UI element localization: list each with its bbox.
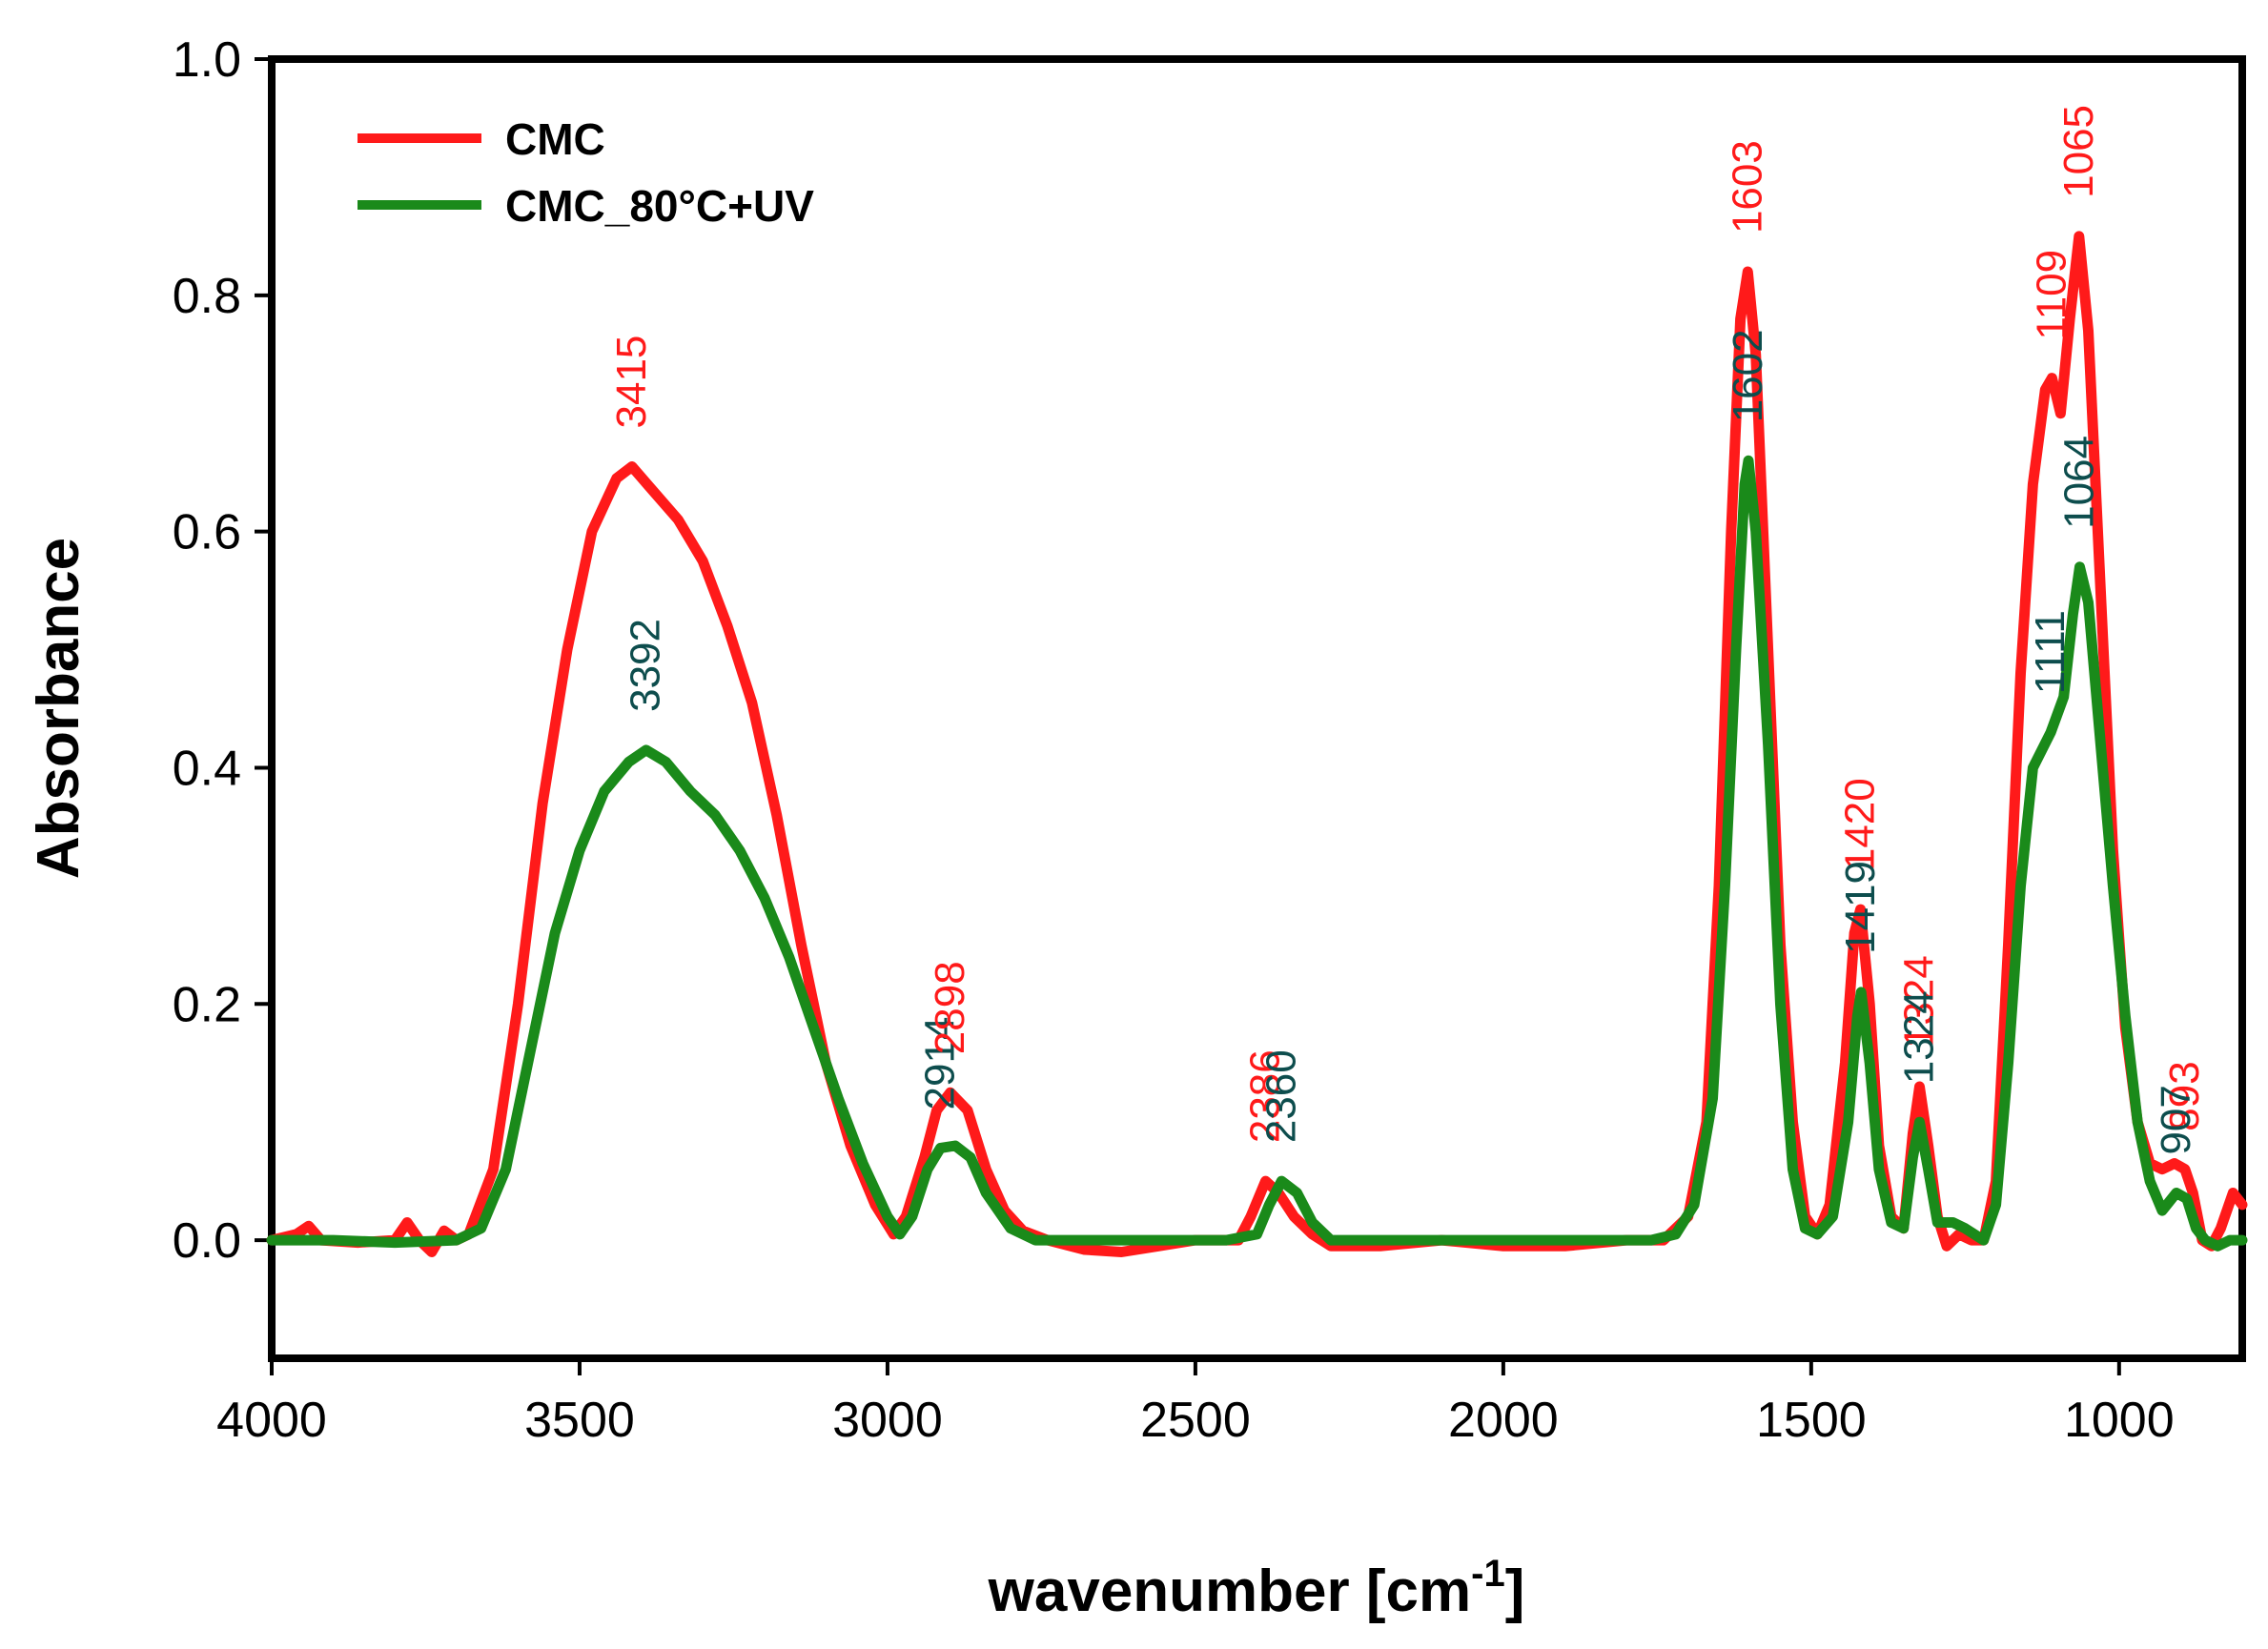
peak-label-1065-cmc: 1065 [2055,105,2102,198]
legend-label-cmc: CMC [505,114,605,164]
peak-label-893-cmc: 893 [2161,1061,2208,1130]
x-tick-label-3000: 3000 [832,1393,943,1448]
peak-label-1419-cmc-80c-uv: 1419 [1837,861,1884,954]
peak-label-2386-cmc: 2386 [1242,1049,1289,1143]
x-axis-title-main: wavenumber [cm [988,1558,1472,1624]
x-tick-label-4000: 4000 [216,1393,327,1448]
peak-label-1064-cmc-80c-uv: 1064 [2055,436,2102,529]
x-tick-label-2000: 2000 [1448,1393,1559,1448]
y-tick-label-0: 0.0 [173,1213,241,1269]
x-tick-label-1500: 1500 [1756,1393,1867,1448]
y-tick-label-0.8: 0.8 [173,269,241,324]
y-tick-label-0.4: 0.4 [173,741,241,796]
peak-label-907-cmc-80c-uv: 907 [2153,1085,2199,1154]
x-axis-title: wavenumber [cm-1] [988,1553,1525,1624]
plot-frame [268,55,2246,1362]
y-tick-label-0.2: 0.2 [173,977,241,1032]
peak-label-3415-cmc: 3415 [608,336,655,429]
peak-label-1111-cmc-80c-uv: 1111 [2027,610,2074,694]
x-axis-title-suffix: ] [1505,1558,1525,1624]
axes-layer: 4000 3500 3000 2500 2000 1500 1000 0.0 0.2 0.4 0.6… [173,32,2175,1448]
peak-label-1324-cmc-80c-uv: 1324 [1896,990,1943,1084]
peak-label-2914-cmc-80c-uv: 2914 [916,1017,963,1110]
peak-label-1109-cmc: 1109 [2028,250,2074,340]
series-line-cmc-80c-uv [266,455,2248,1252]
peak-label-2898-cmc: 2898 [927,961,973,1054]
peak-label-2360-cmc-80c-uv: 2360 [1257,1049,1304,1143]
x-tick-label-3500: 3500 [524,1393,635,1448]
x-tick-label-2500: 2500 [1140,1393,1251,1448]
legend: CMC CMC_80°C+UV [358,114,814,231]
legend-label-cmc-80c-uv: CMC_80°C+UV [505,181,814,231]
peak-label-1420-cmc: 1420 [1837,778,1884,871]
peak-label-1603-cmc: 1603 [1724,140,1770,234]
x-axis-title-superscript: -1 [1471,1553,1505,1595]
y-axis-title: Absorbance [26,538,92,879]
y-tick-label-1: 1.0 [173,32,241,88]
series-layer [266,231,2248,1257]
peak-label-1324-cmc: 1324 [1896,955,1943,1048]
y-tick-label-0.6: 0.6 [173,505,241,560]
peak-label-1602-cmc-80c-uv: 1602 [1725,329,1771,422]
peak-label-3392-cmc-80c-uv: 3392 [623,619,669,712]
x-tick-label-1000: 1000 [2064,1393,2175,1448]
